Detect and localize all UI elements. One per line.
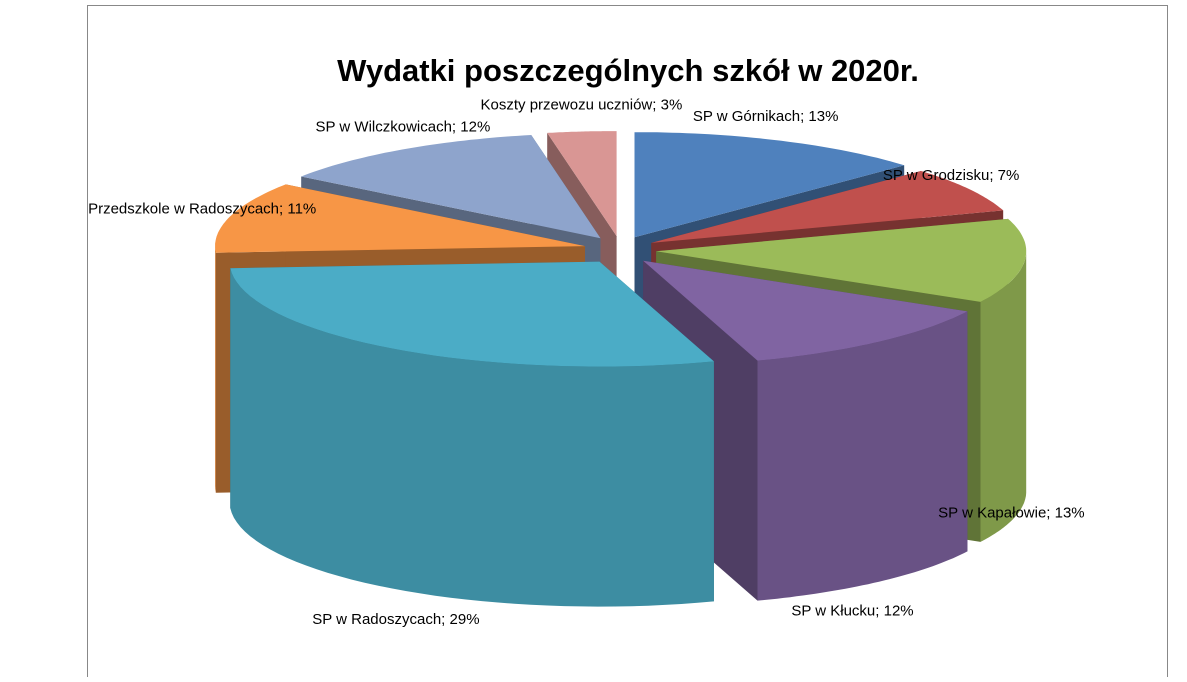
data-label: Koszty przewozu uczniów; 3%: [481, 97, 683, 114]
data-label: SP w Kłucku; 12%: [791, 603, 913, 620]
slice-top: [547, 131, 617, 237]
slice-top: [656, 218, 1027, 302]
data-label: Przedszkole w Radoszycach; 11%: [88, 201, 316, 218]
slice-top: [301, 135, 601, 239]
slice-top: [643, 260, 968, 361]
slice-top: [215, 184, 585, 253]
slice-side: [230, 268, 714, 607]
chart-title: Wydatki poszczególnych szkół w 2020r.: [337, 53, 919, 88]
slice-top: [230, 261, 714, 367]
data-label: SP w Grodzisku; 7%: [883, 167, 1019, 184]
data-label: SP w Radoszycach; 29%: [312, 611, 479, 628]
pie-slice: [230, 261, 714, 607]
slice-side: [980, 251, 1027, 542]
data-label: SP w Kapałowie; 13%: [938, 505, 1084, 522]
slice-top: [651, 171, 1004, 243]
data-label: SP w Górnikach; 13%: [693, 108, 839, 125]
slice-side: [757, 311, 968, 601]
data-label: SP w Wilczkowicach; 12%: [316, 119, 491, 136]
slice-side: [215, 246, 216, 493]
slice-top: [634, 132, 905, 238]
